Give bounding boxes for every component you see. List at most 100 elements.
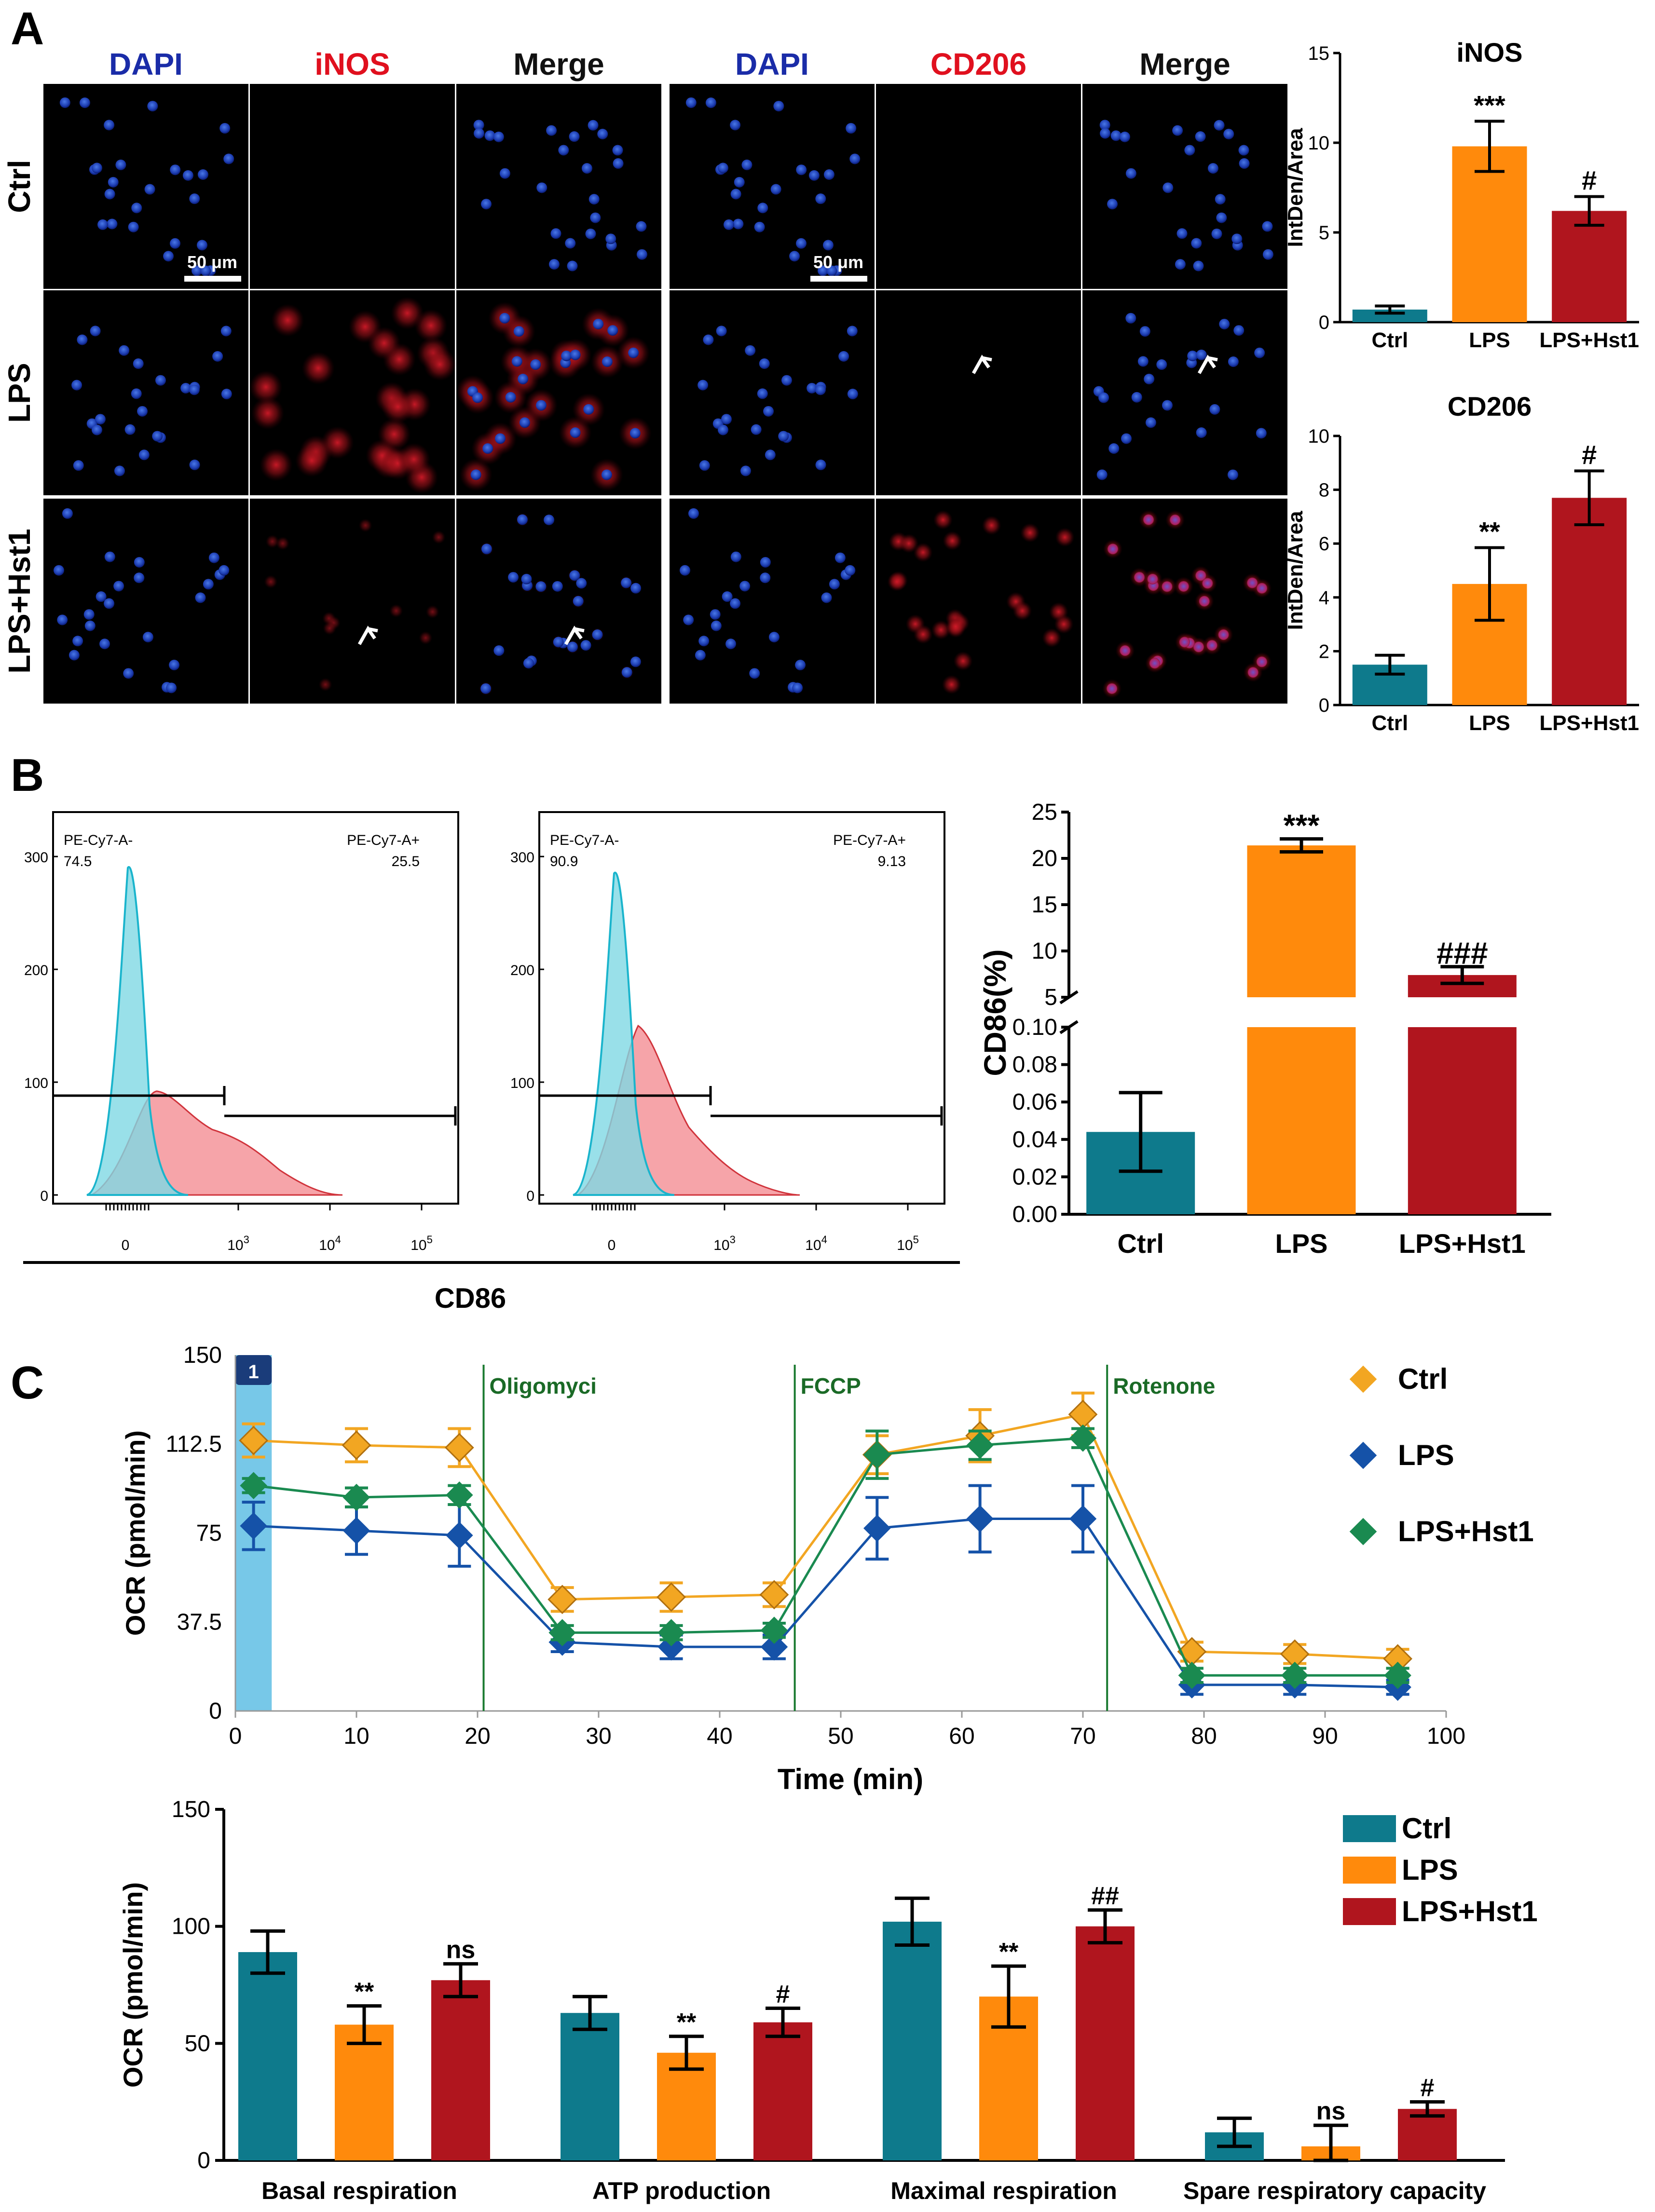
nucleus — [152, 431, 163, 442]
nucleus — [54, 565, 65, 576]
nucleus — [133, 358, 144, 369]
x-tick-label: 104 — [319, 1234, 341, 1253]
nucleus — [838, 351, 849, 362]
red-signal — [381, 390, 414, 423]
y-tick-label: 0 — [209, 1698, 222, 1724]
nucleus — [847, 389, 858, 400]
nucleus — [1107, 543, 1118, 555]
data-point — [760, 1633, 788, 1661]
data-point — [759, 1580, 789, 1610]
nucleus — [1196, 427, 1207, 438]
nucleus — [513, 326, 524, 337]
nucleus — [1223, 129, 1234, 140]
gate-neg-label: PE-Cy7-A- — [550, 832, 619, 848]
tile-background — [250, 499, 455, 704]
legend-swatch — [1343, 1815, 1396, 1842]
data-point — [966, 1505, 994, 1533]
nucleus — [219, 123, 231, 134]
nucleus — [1144, 374, 1155, 385]
y-tick-label: 100 — [24, 1075, 48, 1091]
nucleus — [849, 153, 861, 164]
nucleus — [470, 469, 481, 480]
nucleus — [1257, 583, 1268, 594]
data-point — [1069, 1505, 1097, 1533]
data-point — [446, 1481, 473, 1509]
nucleus — [792, 682, 803, 693]
nucleus — [137, 406, 148, 417]
nucleus — [778, 431, 789, 442]
nucleus — [221, 389, 232, 400]
nucleus — [680, 565, 691, 576]
nucleus — [588, 194, 600, 205]
nucleus — [166, 682, 177, 693]
microscopy-grid: DAPI iNOS Merge DAPI CD206 Merge Ctrl LPS LPS+H… — [2, 47, 1290, 705]
x-tick-label: 30 — [586, 1723, 611, 1749]
series-lps-hst1 — [240, 1424, 1411, 1689]
micro-tile — [1082, 499, 1287, 704]
data-point — [342, 1483, 370, 1511]
nucleus — [585, 228, 596, 239]
nucleus — [699, 460, 710, 471]
inos-bar-chart: 0 5 10 15 IntDen/Area iNOS Ctrl *** LPS # LPS+Hst1 — [1284, 37, 1639, 352]
nucleus — [481, 199, 492, 210]
tile-background — [1082, 290, 1287, 495]
red-signal — [318, 678, 332, 692]
micro-tile — [250, 84, 455, 289]
nucleus — [621, 577, 632, 588]
nucleus — [1125, 168, 1136, 179]
red-signal — [249, 370, 283, 404]
x-tick-label: 105 — [897, 1234, 919, 1253]
red-signal — [391, 297, 424, 330]
nucleus — [573, 596, 584, 607]
nucleus — [91, 163, 102, 174]
data-point — [342, 1430, 371, 1460]
nucleus — [1196, 349, 1207, 360]
nucleus — [144, 184, 155, 195]
nucleus — [717, 163, 728, 174]
significance-label: ns — [1316, 2097, 1346, 2125]
nucleus — [196, 240, 207, 251]
nucleus — [808, 170, 820, 181]
panel-label-b: B — [11, 749, 44, 801]
x-category-label: LPS — [1275, 1228, 1328, 1259]
series-line — [253, 1517, 1398, 1689]
nucleus — [1209, 404, 1220, 415]
nucleus — [499, 312, 510, 324]
y-tick-label: 200 — [510, 963, 534, 978]
nucleus — [544, 515, 555, 526]
nucleus — [1119, 131, 1130, 142]
nucleus — [705, 97, 716, 109]
significance-label: # — [1582, 440, 1597, 470]
nucleus — [1139, 326, 1150, 337]
y-tick-label: 10 — [1308, 426, 1330, 447]
nucleus — [768, 632, 780, 643]
nucleus — [822, 240, 834, 251]
red-signal — [276, 536, 290, 550]
nucleus — [499, 168, 510, 179]
error-bar — [1574, 195, 1604, 227]
data-point — [863, 1441, 891, 1468]
x-tick-label: 40 — [707, 1723, 732, 1749]
nucleus — [695, 650, 706, 661]
nucleus — [1195, 570, 1206, 581]
nucleus — [847, 326, 858, 337]
column-header: iNOS — [315, 47, 390, 81]
nucleus — [601, 469, 612, 480]
significance-label: *** — [1284, 808, 1320, 843]
x-category-label: LPS+Hst1 — [1539, 711, 1639, 735]
nucleus — [815, 460, 826, 471]
nucleus — [1110, 130, 1122, 141]
red-signal — [899, 533, 919, 553]
tile-background — [876, 290, 1081, 495]
y-tick-label: 0.02 — [1012, 1164, 1057, 1190]
legend-marker — [1349, 1518, 1377, 1546]
nucleus — [1163, 182, 1174, 193]
data-point — [240, 1512, 267, 1540]
nucleus — [1147, 573, 1158, 584]
injection-label: FCCP — [801, 1373, 861, 1398]
nucleus — [530, 359, 541, 370]
nucleus — [79, 97, 90, 109]
tile-background — [250, 84, 455, 289]
